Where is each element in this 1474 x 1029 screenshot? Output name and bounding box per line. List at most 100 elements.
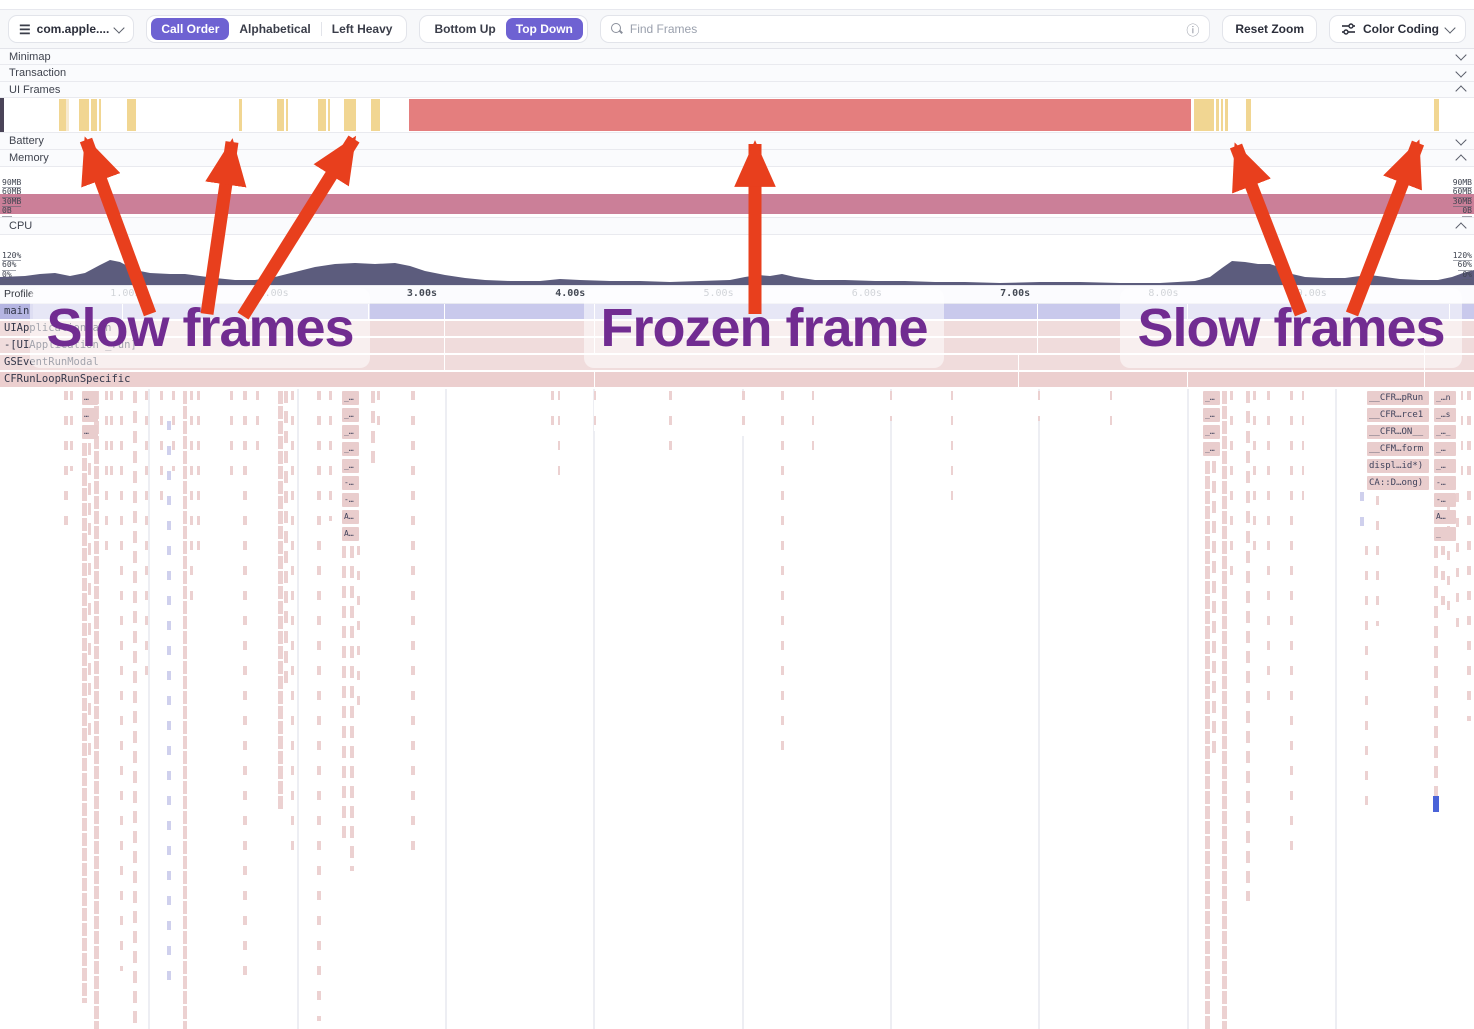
track-header-battery[interactable]: Battery [0, 133, 1474, 150]
frame-box[interactable]: … [82, 425, 98, 439]
find-frames-search-input[interactable]: Find Frames ⓘ [599, 15, 1211, 43]
frame-box[interactable]: __CFR…pRun [1367, 391, 1429, 405]
call-stack-column [167, 421, 171, 981]
frame-box[interactable]: _ [1434, 527, 1456, 541]
slow-frame-bar[interactable] [79, 99, 89, 131]
frame-separator [368, 304, 369, 319]
track-header-ui-frames[interactable]: UI Frames [0, 82, 1474, 98]
frame-box[interactable]: … [82, 408, 98, 422]
frame-separator [444, 338, 445, 353]
frame-box[interactable]: _…n [1434, 391, 1456, 405]
cpu-track[interactable]: 120% 60% 0% 120% 60% 0% [0, 235, 1474, 286]
color-coding-dropdown[interactable]: Color Coding [1329, 15, 1466, 43]
call-stack-column [160, 391, 163, 511]
frame-box[interactable]: CA::D…ong) [1367, 476, 1429, 490]
selected-frame-highlight[interactable] [1433, 796, 1439, 812]
left-heavy-button[interactable]: Left Heavy [322, 18, 403, 40]
flame-row-2[interactable]: -[UIApplication _run] [0, 338, 1474, 353]
slow-frame-bar[interactable] [1246, 99, 1251, 131]
frame-box[interactable]: -… [342, 493, 359, 507]
frame-box[interactable]: _… [342, 459, 359, 473]
track-label: Memory [9, 152, 49, 164]
frame-box[interactable]: … [82, 391, 98, 405]
chevron-down-icon [1444, 21, 1456, 34]
frame-box[interactable]: _… [1203, 425, 1220, 439]
slow-frame-bar[interactable] [328, 99, 330, 131]
alphabetical-button[interactable]: Alphabetical [229, 18, 320, 40]
timeline-axis[interactable]: Profile 1.00s 2.00s 3.00s 4.00s 5.00s 6.00s 7.… [0, 286, 1474, 304]
info-icon[interactable]: ⓘ [1186, 22, 1200, 38]
bottom-up-button[interactable]: Bottom Up [424, 18, 505, 40]
frame-box[interactable]: -… [1434, 476, 1456, 490]
slow-frame-bar[interactable] [59, 99, 66, 131]
call-stack-column [317, 391, 321, 1021]
frame-box[interactable]: _… [1434, 459, 1456, 473]
slow-frame-bar[interactable] [344, 99, 356, 131]
frame-box[interactable]: _…s [1434, 408, 1456, 422]
frame-box[interactable]: __CFR…ON__ [1367, 425, 1429, 439]
slow-frame-bar[interactable] [277, 99, 284, 131]
slow-frame-bar[interactable] [318, 99, 326, 131]
frame-box[interactable]: -… [342, 476, 359, 490]
frame-box[interactable]: A… [342, 527, 359, 541]
track-header-minimap[interactable]: Minimap [0, 49, 1474, 65]
call-stack-column [284, 391, 288, 691]
flame-row-0[interactable]: main [0, 304, 1474, 319]
frame-box[interactable]: _…_ [1434, 425, 1456, 439]
slow-frame-bar[interactable] [1225, 99, 1228, 131]
call-stack-column [551, 391, 554, 426]
flame-chart[interactable]: … … … _… _… _… _… _… -… -… A… A… _… _… _… _… __CFR…pRun _… [0, 389, 1474, 1029]
frame-box[interactable]: -… [1434, 493, 1456, 507]
flame-row-4[interactable]: CFRunLoopRunSpecific [0, 372, 1474, 387]
ui-frames-track[interactable] [0, 98, 1474, 133]
frame-box[interactable]: _… [1434, 442, 1456, 456]
track-header-cpu[interactable]: CPU [0, 218, 1474, 235]
slow-frame-bar[interactable] [99, 99, 101, 131]
call-stack-column [1461, 391, 1463, 491]
chevron-down-icon [1455, 65, 1467, 78]
call-stack-column [1360, 492, 1364, 532]
flame-row-3[interactable]: GSEventRunModal [0, 355, 1474, 370]
top-down-button[interactable]: Top Down [505, 18, 583, 40]
frame-separator [122, 304, 123, 319]
slow-frame-bar[interactable] [66, 99, 69, 131]
frame-box[interactable]: _… [1203, 391, 1220, 405]
chevron-up-icon [1455, 85, 1467, 97]
call-stack-column [1246, 391, 1250, 901]
frame-box[interactable]: __CFM…form [1367, 442, 1429, 456]
track-header-transaction[interactable]: Transaction [0, 65, 1474, 82]
app-selector-dropdown[interactable]: ☰ com.apple.... [8, 15, 135, 43]
flame-row-label: UIApplicationMain [4, 322, 112, 334]
slow-frame-bar[interactable] [1194, 99, 1214, 131]
frame-separator [1037, 304, 1038, 319]
slow-frame-bar[interactable] [1221, 99, 1223, 131]
call-stack-column [256, 391, 259, 451]
slow-frame-bar[interactable] [286, 99, 288, 131]
track-label: CPU [9, 220, 33, 232]
slow-frame-bar[interactable] [127, 99, 136, 131]
slow-frame-bar[interactable] [1434, 99, 1439, 131]
frame-box[interactable]: __CFR…rce1 [1367, 408, 1429, 422]
flame-row-1[interactable]: UIApplicationMain [0, 321, 1474, 336]
cpu-axis-labels-right: 120% 60% 0% [1452, 251, 1472, 281]
frozen-frame-bar[interactable] [409, 99, 1191, 131]
frame-box[interactable]: A… [342, 510, 359, 524]
reset-zoom-button[interactable]: Reset Zoom [1222, 15, 1318, 43]
frame-box[interactable]: _… [342, 425, 359, 439]
slow-frame-bar[interactable] [1216, 99, 1219, 131]
frame-box[interactable]: _… [342, 391, 359, 405]
frame-box[interactable]: _… [342, 408, 359, 422]
slow-frame-bar[interactable] [371, 99, 380, 131]
track-header-memory[interactable]: Memory [0, 150, 1474, 167]
call-stack-column [190, 391, 193, 611]
frame-box[interactable]: displ…id*) [1367, 459, 1429, 473]
slow-frame-bar[interactable] [239, 99, 242, 131]
memory-track[interactable]: 90MB 60MB 30MB 0B 90MB 60MB 30MB 0B [0, 167, 1474, 218]
frame-box[interactable]: _… [1203, 408, 1220, 422]
frame-box[interactable]: A… [1434, 510, 1456, 524]
frame-box[interactable]: _… [1203, 442, 1220, 456]
frame-separator [1424, 321, 1425, 336]
slow-frame-bar[interactable] [91, 99, 97, 131]
call-order-button[interactable]: Call Order [151, 18, 230, 40]
frame-box[interactable]: _… [342, 442, 359, 456]
